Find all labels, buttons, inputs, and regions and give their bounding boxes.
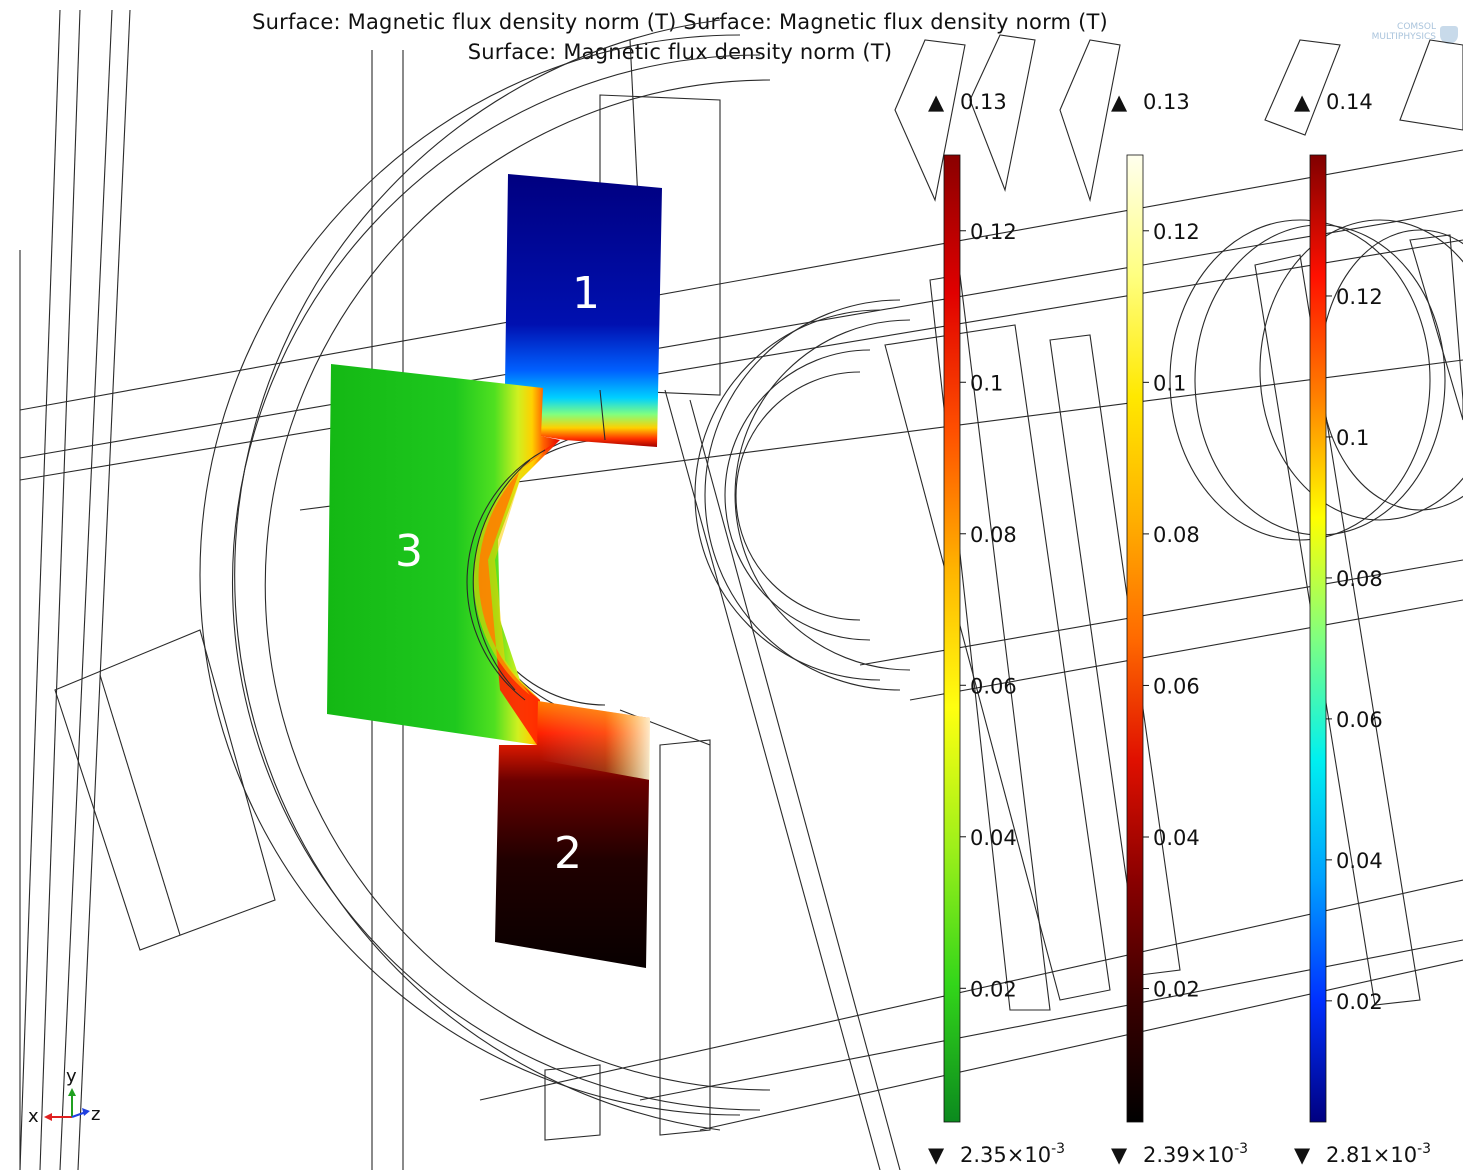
colorbar-1: ▲ 0.13 ▼ 2.35×10-3 0.120.10.080.060.040.… bbox=[928, 90, 1065, 1167]
region-1-label: 1 bbox=[572, 268, 600, 319]
colorbar-1-tick-label: 0.02 bbox=[970, 977, 1017, 1001]
axis-triad[interactable]: x y z bbox=[28, 1066, 100, 1127]
colorbar-2-min-label: 2.39×10-3 bbox=[1143, 1141, 1248, 1167]
logo-text-2: MULTIPHYSICS bbox=[1371, 32, 1436, 42]
colorbar-2-tick-label: 0.02 bbox=[1153, 978, 1200, 1002]
colorbar-2-bar bbox=[1126, 154, 1144, 1123]
colorbar-1-ticks: 0.12 0.1 0.08 0.06 0.04 0.02 bbox=[960, 220, 1017, 1001]
surface-plot: 1 2 3 bbox=[327, 174, 662, 968]
colorbar-3-bar bbox=[1309, 154, 1327, 1123]
colorbar-2-tick-label: 0.04 bbox=[1153, 826, 1200, 850]
axis-z-label: z bbox=[91, 1104, 100, 1125]
colorbar-3-tick-label: 0.12 bbox=[1336, 285, 1383, 309]
wireframe-geometry bbox=[19, 9, 1463, 1170]
colorbar-2-min-icon: ▼ bbox=[1111, 1143, 1128, 1167]
colorbar-2: ▲ 0.13 ▼ 2.39×10-3 0.120.10.080.060.040.… bbox=[1111, 90, 1248, 1167]
axis-x-arrow-icon bbox=[44, 1113, 52, 1121]
colorbar-1-max-label: 0.13 bbox=[960, 90, 1007, 114]
comsol-logo: COMSOL MULTIPHYSICS bbox=[1322, 22, 1458, 48]
logo-shield-icon bbox=[1440, 26, 1458, 44]
colorbar-1-bar bbox=[943, 154, 961, 1123]
colorbar-1-tick-label: 0.08 bbox=[970, 523, 1017, 547]
colorbar-2-tick-label: 0.08 bbox=[1153, 523, 1200, 547]
colorbar-3-tick-label: 0.02 bbox=[1336, 990, 1383, 1014]
colorbar-2-tick-label: 0.06 bbox=[1153, 674, 1200, 698]
colorbar-2-min-exp: -3 bbox=[1234, 1141, 1248, 1157]
colorbar-3: ▲ 0.14 ▼ 2.81×10-3 0.120.10.080.060.040.… bbox=[1294, 90, 1431, 1167]
colorbar-1-min-mantissa: 2.35×10 bbox=[960, 1143, 1051, 1167]
colorbar-group: ▲ 0.13 ▼ 2.35×10-3 0.120.10.080.060.040.… bbox=[928, 90, 1431, 1167]
colorbar-3-min-exp: -3 bbox=[1417, 1141, 1431, 1157]
colorbar-2-tick-label: 0.1 bbox=[1153, 371, 1186, 395]
plot-title-line-1: Surface: Magnetic flux density norm (T) … bbox=[252, 10, 1108, 34]
colorbar-1-tick-label: 0.1 bbox=[970, 371, 1003, 395]
colorbar-3-tick-label: 0.08 bbox=[1336, 567, 1383, 591]
colorbar-3-tick-label: 0.06 bbox=[1336, 708, 1383, 732]
colorbar-3-min-mantissa: 2.81×10 bbox=[1326, 1143, 1417, 1167]
axis-y-label: y bbox=[66, 1066, 77, 1087]
colorbar-1-tick-label: 0.06 bbox=[970, 674, 1017, 698]
region-1-surface bbox=[505, 174, 662, 447]
region-2-highlight-surface bbox=[538, 701, 650, 780]
colorbar-2-min-mantissa: 2.39×10 bbox=[1143, 1143, 1234, 1167]
colorbar-3-ticks: 0.12 0.1 0.08 0.06 0.04 0.02 bbox=[1326, 285, 1383, 1014]
colorbar-2-max-label: 0.13 bbox=[1143, 90, 1190, 114]
logo-text-1: COMSOL bbox=[1397, 22, 1436, 32]
colorbar-3-tick-label: 0.1 bbox=[1336, 426, 1369, 450]
colorbar-2-max-icon: ▲ bbox=[1111, 90, 1128, 114]
colorbar-3-tick-label: 0.04 bbox=[1336, 849, 1383, 873]
colorbar-3-max-icon: ▲ bbox=[1294, 90, 1311, 114]
colorbar-1-min-exp: -3 bbox=[1051, 1141, 1065, 1157]
plot-title-line-2: Surface: Magnetic flux density norm (T) bbox=[467, 40, 893, 64]
colorbar-1-tick-label: 0.12 bbox=[970, 220, 1017, 244]
region-2-label: 2 bbox=[554, 828, 582, 879]
region-3-inner-arc-glow bbox=[473, 450, 545, 695]
colorbar-3-max-label: 0.14 bbox=[1326, 90, 1373, 114]
axis-y-arrow-icon bbox=[68, 1088, 76, 1096]
region-3-label: 3 bbox=[395, 526, 423, 577]
colorbar-1-tick-label: 0.04 bbox=[970, 826, 1017, 850]
colorbar-2-tick-label: 0.12 bbox=[1153, 220, 1200, 244]
colorbar-1-min-label: 2.35×10-3 bbox=[960, 1141, 1065, 1167]
axis-z-arrow-icon bbox=[82, 1108, 90, 1116]
colorbar-1-max-icon: ▲ bbox=[928, 90, 945, 114]
colorbar-3-min-label: 2.81×10-3 bbox=[1326, 1141, 1431, 1167]
axis-x-label: x bbox=[28, 1106, 39, 1127]
colorbar-2-ticks: 0.12 0.1 0.08 0.06 0.04 0.02 bbox=[1143, 220, 1200, 1002]
colorbar-3-min-icon: ▼ bbox=[1294, 1143, 1311, 1167]
colorbar-1-min-icon: ▼ bbox=[928, 1143, 945, 1167]
